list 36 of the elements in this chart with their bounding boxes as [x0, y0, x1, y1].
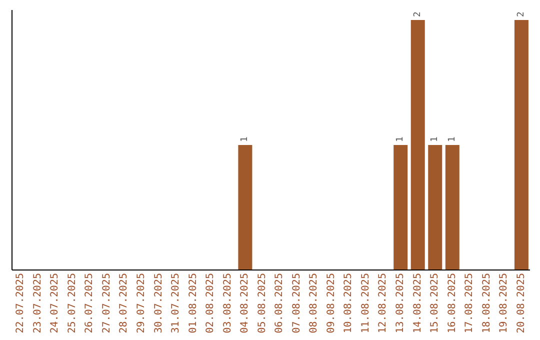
x-tick-label: 31.07.2025: [170, 273, 182, 334]
x-tick-label: 06.08.2025: [274, 273, 286, 334]
x-tick-label: 27.07.2025: [101, 273, 112, 334]
x-tick-label: 17.08.2025: [464, 273, 476, 334]
x-tick-label: 19.08.2025: [498, 273, 510, 334]
x-tick-label: 03.08.2025: [222, 273, 234, 334]
x-tick-label: 30.07.2025: [153, 273, 164, 334]
x-tick-label: 10.08.2025: [343, 273, 354, 334]
data-label: 1: [430, 136, 440, 142]
x-tick-label: 13.08.2025: [395, 273, 406, 334]
x-tick-label: 28.07.2025: [118, 273, 130, 334]
x-tick-label: 08.08.2025: [308, 273, 320, 334]
data-label: 2: [412, 12, 423, 17]
x-tick-label: 22.07.2025: [15, 273, 26, 334]
x-tick-label: 09.08.2025: [326, 273, 337, 334]
x-tick-label: 24.07.2025: [50, 273, 61, 334]
x-tick-label: 05.08.2025: [256, 273, 268, 334]
data-label: 2: [516, 12, 526, 17]
x-tick-label: 12.08.2025: [378, 273, 389, 334]
x-tick-label: 01.08.2025: [188, 273, 199, 334]
x-tick-label: 07.08.2025: [291, 273, 302, 334]
data-label: 1: [396, 136, 406, 142]
data-label: 1: [447, 136, 458, 142]
x-tick-label: 02.08.2025: [205, 273, 216, 334]
x-tick-label: 18.08.2025: [481, 273, 492, 334]
x-tick-label: 25.07.2025: [66, 273, 78, 334]
x-tick-label: 14.08.2025: [412, 273, 424, 334]
data-label: 1: [240, 136, 250, 142]
x-tick-label: 26.07.2025: [84, 273, 96, 334]
x-tick-label: 11.08.2025: [360, 273, 372, 334]
x-tick-label: 20.08.2025: [516, 273, 527, 334]
x-tick-label: 15.08.2025: [430, 273, 441, 334]
x-tick-label: 04.08.2025: [240, 273, 251, 334]
x-tick-label: 23.07.2025: [32, 273, 44, 334]
x-tick-label: 16.08.2025: [446, 273, 458, 334]
x-tick-label: 29.07.2025: [136, 273, 147, 334]
